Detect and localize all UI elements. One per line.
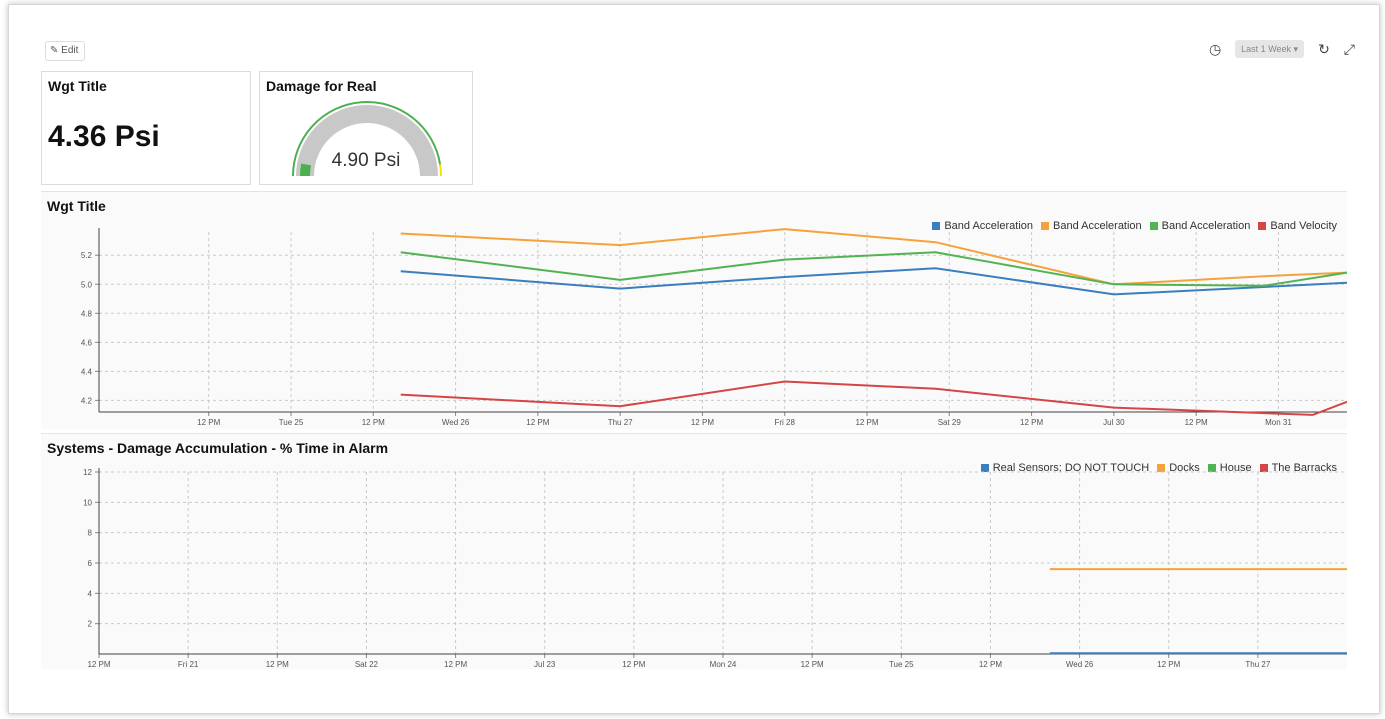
y-tick-label: 5.2 — [81, 251, 93, 260]
x-tick-label: 12 PM — [444, 660, 467, 669]
series-line-3[interactable] — [400, 380, 1347, 416]
y-tick-label: 4 — [88, 589, 93, 598]
legend-item[interactable]: House — [1207, 462, 1252, 474]
legend-label: Band Velocity — [1270, 220, 1337, 232]
series-line-0[interactable] — [400, 267, 1347, 296]
legend-swatch — [1258, 222, 1267, 230]
legend-label: House — [1219, 462, 1252, 474]
x-tick-label: 12 PM — [801, 660, 824, 669]
y-tick-label: 4.6 — [81, 338, 93, 347]
toolbar-controls: ◷ Last 1 Week ▾ ↻ ⤢ — [1209, 39, 1355, 59]
x-tick-label: Mon 24 — [710, 660, 737, 669]
chart-title: Systems - Damage Accumulation - % Time i… — [47, 440, 389, 456]
line-chart-panel: Wgt Title Band Acceleration Band Accelera… — [41, 191, 1347, 429]
x-tick-label: Sat 22 — [355, 660, 379, 669]
chart-legend: Real Sensors; DO NOT TOUCH Docks House The … — [980, 462, 1337, 474]
legend-swatch — [932, 222, 941, 230]
legend-item[interactable]: Band Acceleration — [932, 220, 1033, 232]
legend-swatch — [1259, 464, 1268, 472]
x-tick-label: Sat 29 — [938, 418, 962, 427]
legend-item[interactable]: Band Acceleration — [1041, 220, 1142, 232]
fullscreen-icon[interactable]: ⤢ — [1343, 41, 1355, 57]
gauge-warning-band — [439, 164, 442, 177]
y-tick-label: 6 — [88, 559, 93, 568]
x-tick-label: Fri 28 — [774, 418, 795, 427]
stat-widget[interactable]: Wgt Title 4.36 Psi — [41, 71, 251, 185]
y-tick-label: 2 — [88, 620, 93, 629]
x-tick-label: Wed 26 — [442, 418, 470, 427]
x-tick-label: 12 PM — [979, 660, 1002, 669]
line-chart: 4.2 4.4 4.6 4.8 5.0 5.2 12 PM Tue 25 12 PM Wed 26… — [81, 228, 1347, 427]
legend-swatch — [1207, 464, 1216, 472]
legend-label: Band Acceleration — [1053, 220, 1142, 232]
y-tick-label: 10 — [83, 498, 92, 507]
gauge-outline — [292, 101, 442, 177]
x-tick-label: Tue 25 — [279, 418, 304, 427]
widget-title: Wgt Title — [48, 78, 107, 94]
x-tick-label: 12 PM — [1020, 418, 1043, 427]
legend-label: Real Sensors; DO NOT TOUCH — [992, 462, 1150, 474]
x-tick-label: Wed 26 — [1066, 660, 1094, 669]
x-tick-label: Jul 30 — [1103, 418, 1125, 427]
x-tick-label: 12 PM — [266, 660, 289, 669]
x-tick-label: 12 PM — [362, 418, 385, 427]
x-tick-label: Fri 21 — [178, 660, 199, 669]
legend-item[interactable]: Band Acceleration — [1149, 220, 1251, 232]
legend-swatch — [1041, 222, 1049, 230]
edit-button[interactable]: ✎ Edit — [45, 41, 85, 61]
chart-title: Wgt Title — [47, 198, 106, 214]
legend-label: Docks — [1169, 462, 1200, 474]
legend-swatch — [1157, 464, 1166, 472]
gauge-value: 4.90 Psi — [331, 150, 401, 171]
x-tick-label: 12 PM — [691, 418, 714, 427]
legend-item[interactable]: Band Velocity — [1258, 220, 1337, 232]
legend-label: Band Acceleration — [1161, 220, 1251, 232]
x-tick-label: Tue 25 — [889, 660, 914, 669]
legend-label: Band Acceleration — [944, 220, 1033, 232]
series-line-1[interactable] — [400, 228, 1347, 286]
gauge-track — [296, 105, 438, 177]
legend-item[interactable]: The Barracks — [1259, 462, 1337, 474]
x-tick-label: 12 PM — [855, 418, 878, 427]
x-tick-label: Jul 23 — [534, 660, 556, 669]
x-tick-label: Thu 27 — [1245, 660, 1270, 669]
series-line-2[interactable] — [400, 251, 1347, 287]
gauge-svg — [292, 101, 442, 177]
x-tick-label: 12 PM — [197, 418, 220, 427]
x-tick-label: Thu 27 — [608, 418, 633, 427]
legend-item[interactable]: Real Sensors; DO NOT TOUCH — [980, 462, 1150, 474]
damage-chart: 2 4 6 8 10 12 12 PM Fri 21 12 PM Sat 22 12 PM Jul 2… — [83, 468, 1347, 669]
time-range-select[interactable]: Last 1 Week ▾ — [1235, 40, 1305, 58]
damage-chart-panel: Systems - Damage Accumulation - % Time i… — [41, 433, 1347, 669]
stat-value: 4.36 Psi — [48, 120, 160, 153]
gauge-widget[interactable]: Damage for Real 4.90 Psi — [259, 71, 473, 185]
gauge-fill — [300, 163, 312, 177]
y-tick-label: 4.2 — [81, 396, 93, 405]
x-tick-label: 12 PM — [87, 660, 110, 669]
legend-item[interactable]: Docks — [1157, 462, 1200, 474]
legend-swatch — [1149, 222, 1158, 230]
y-tick-label: 5.0 — [81, 280, 93, 289]
chart-legend: Band Acceleration Band Acceleration Band A… — [932, 220, 1337, 232]
y-tick-label: 8 — [88, 529, 93, 538]
legend-label: The Barracks — [1271, 462, 1337, 474]
x-tick-label: 12 PM — [526, 418, 549, 427]
x-tick-label: 12 PM — [1185, 418, 1208, 427]
y-tick-label: 4.4 — [81, 367, 93, 376]
widget-title: Damage for Real — [266, 78, 377, 94]
y-tick-label: 12 — [83, 468, 92, 477]
refresh-icon[interactable]: ↻ — [1318, 41, 1330, 57]
legend-swatch — [980, 464, 989, 472]
y-tick-label: 4.8 — [81, 309, 93, 318]
x-tick-label: Mon 31 — [1265, 418, 1292, 427]
x-tick-label: 12 PM — [622, 660, 645, 669]
dashboard-frame: ✎ Edit ◷ Last 1 Week ▾ ↻ ⤢ Wgt Title 4.3… — [8, 4, 1380, 714]
x-tick-label: 12 PM — [1157, 660, 1180, 669]
dashboard-toolbar: ✎ Edit ◷ Last 1 Week ▾ ↻ ⤢ — [9, 5, 1379, 65]
clock-icon[interactable]: ◷ — [1208, 41, 1222, 57]
